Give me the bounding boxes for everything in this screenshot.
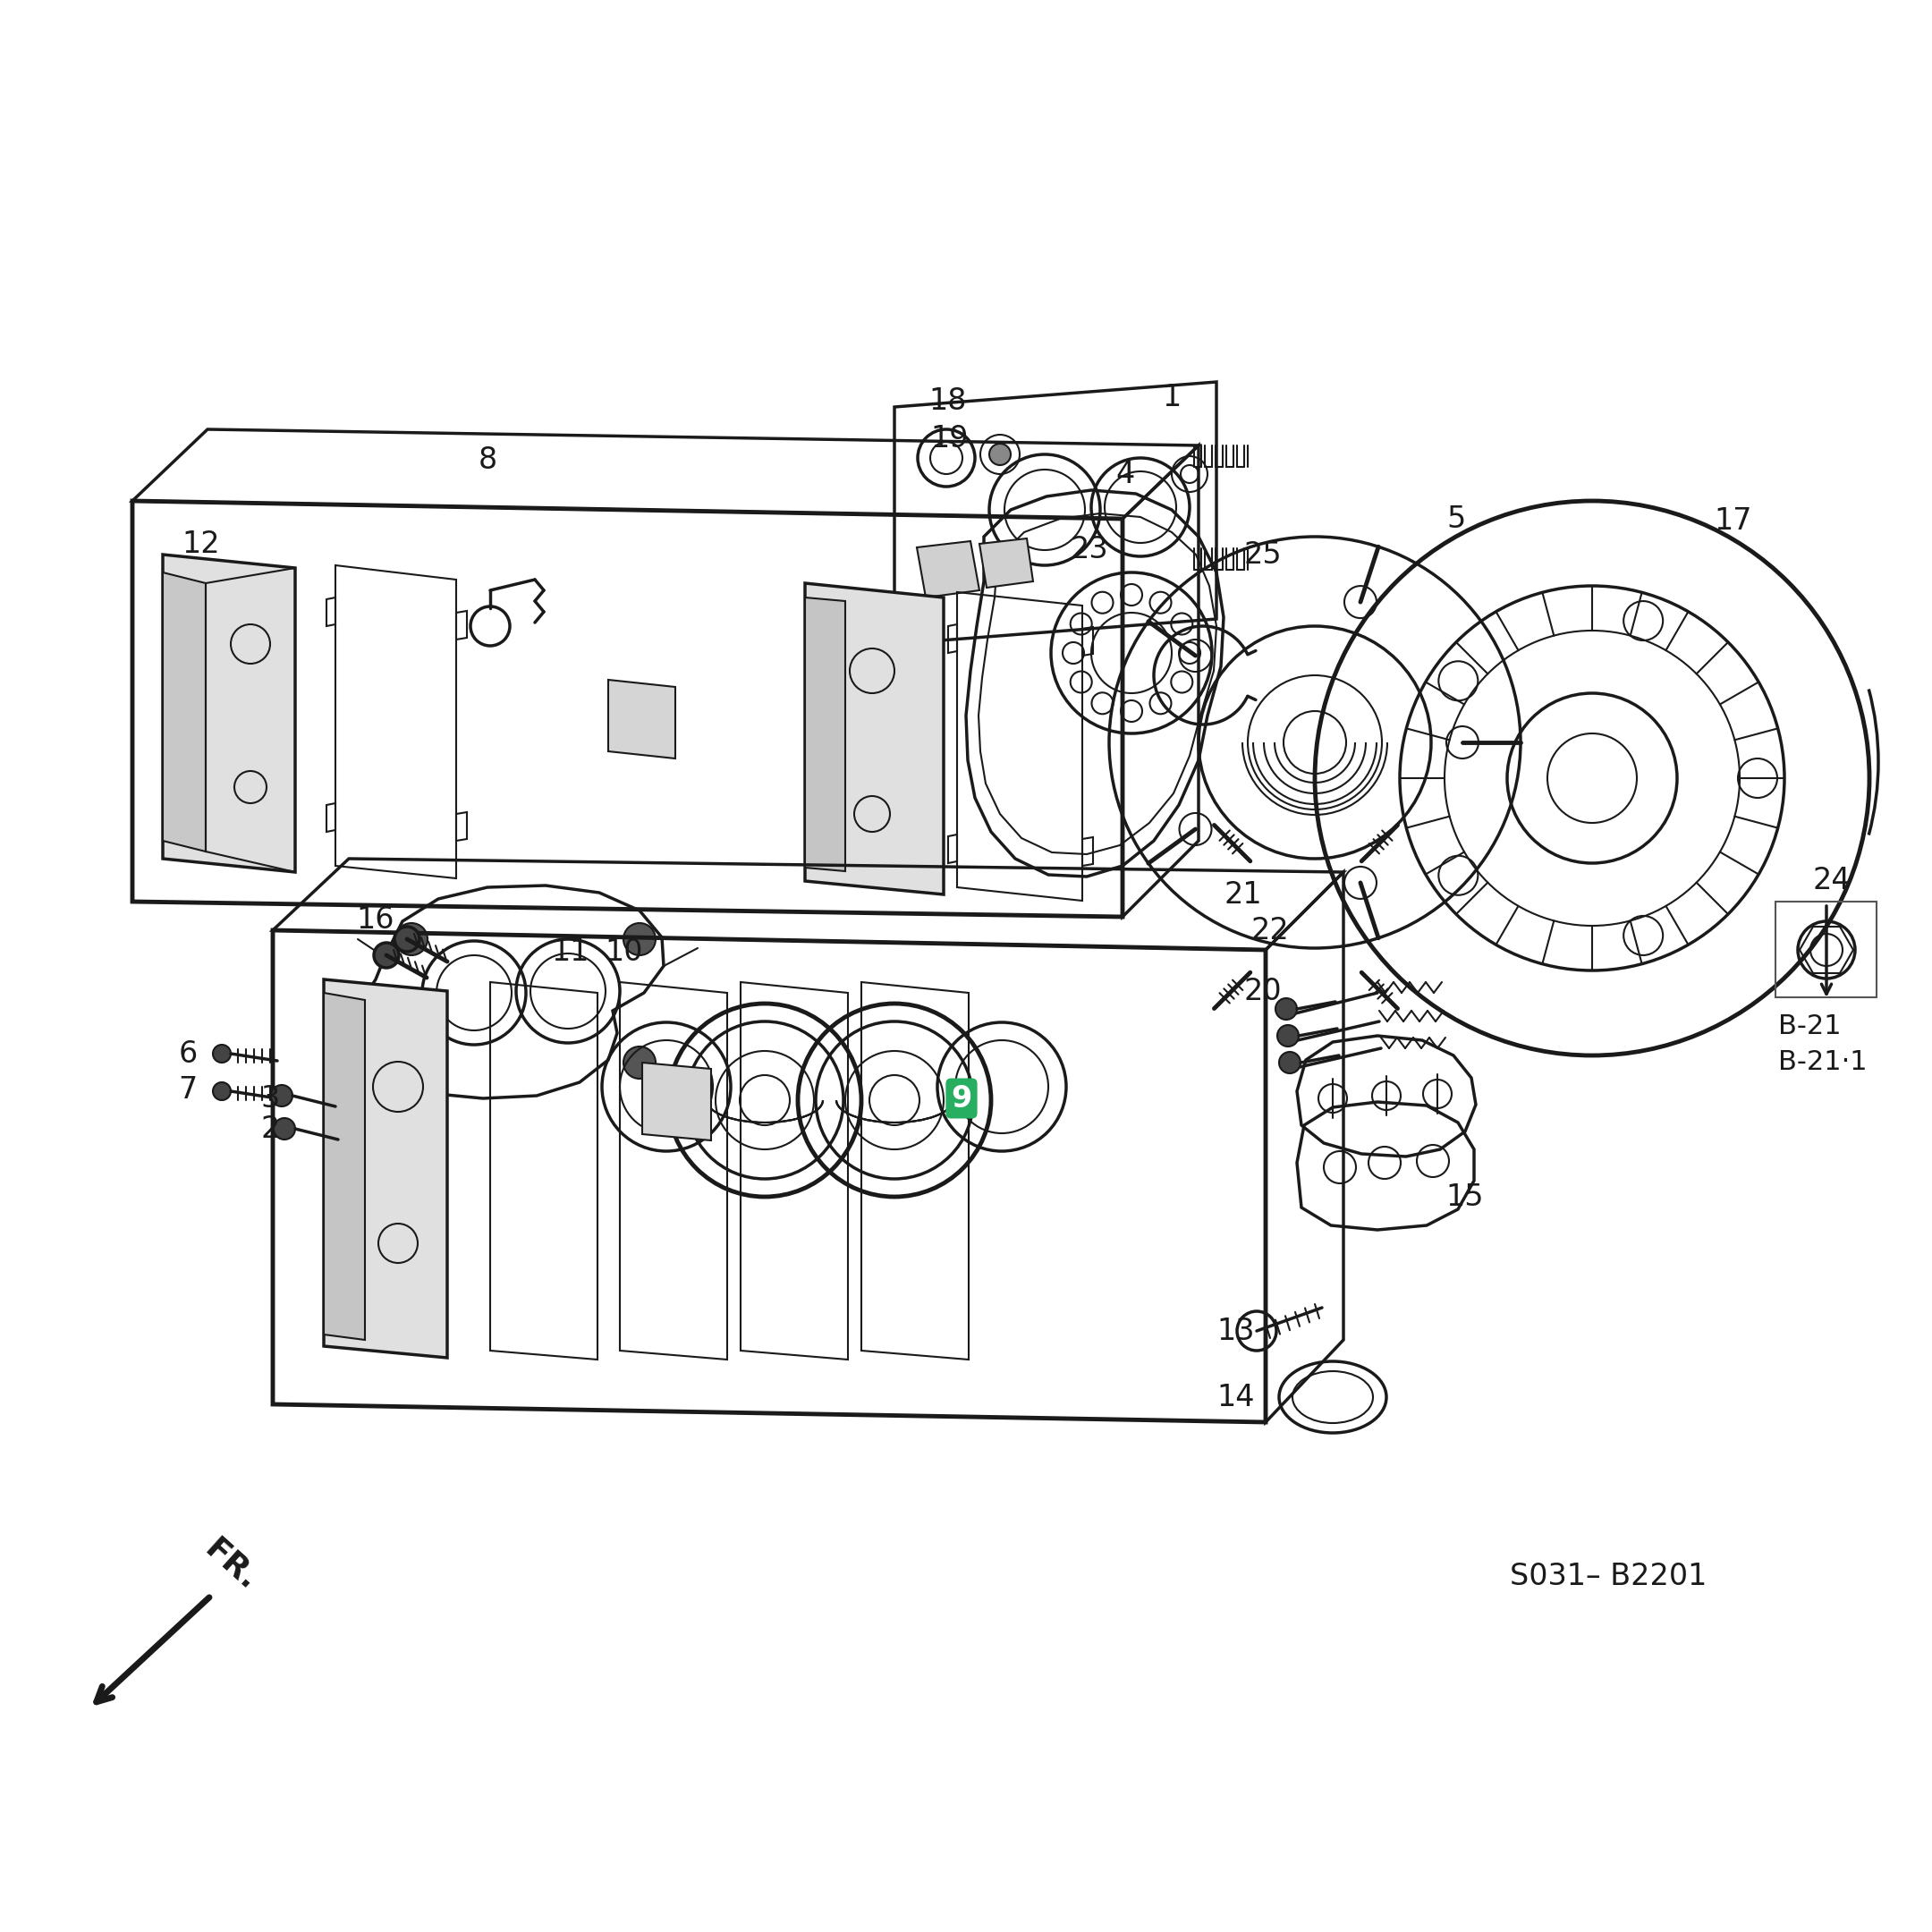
Text: 9: 9	[951, 1084, 972, 1113]
Polygon shape	[609, 680, 676, 759]
Text: 7: 7	[178, 1074, 197, 1105]
Text: 10: 10	[605, 937, 643, 968]
Text: 13: 13	[1217, 1316, 1256, 1347]
Polygon shape	[325, 980, 446, 1358]
Circle shape	[396, 1047, 427, 1078]
Text: B-21·1: B-21·1	[1777, 1049, 1866, 1076]
Polygon shape	[162, 572, 205, 852]
Polygon shape	[806, 597, 846, 871]
Circle shape	[213, 1082, 230, 1099]
Circle shape	[624, 923, 655, 954]
Circle shape	[396, 923, 427, 954]
Circle shape	[213, 1045, 230, 1063]
Polygon shape	[806, 583, 943, 895]
Text: 1: 1	[1163, 383, 1180, 413]
Text: 12: 12	[182, 529, 220, 558]
Circle shape	[989, 444, 1010, 466]
Polygon shape	[918, 541, 980, 597]
Text: 25: 25	[1244, 539, 1283, 570]
Circle shape	[375, 943, 398, 968]
Text: B-21: B-21	[1777, 1014, 1841, 1039]
Polygon shape	[162, 554, 296, 871]
Polygon shape	[641, 1063, 711, 1140]
Text: 2: 2	[261, 1115, 280, 1144]
Text: 17: 17	[1714, 506, 1752, 535]
Text: 3: 3	[261, 1084, 280, 1113]
Text: 23: 23	[1070, 535, 1109, 564]
Polygon shape	[980, 539, 1034, 587]
Text: 11: 11	[553, 937, 589, 968]
Text: 18: 18	[929, 386, 968, 415]
Text: 6: 6	[178, 1039, 197, 1068]
Circle shape	[624, 1047, 655, 1078]
Text: 21: 21	[1225, 879, 1262, 910]
Text: 5: 5	[1447, 504, 1466, 533]
Polygon shape	[325, 993, 365, 1341]
Text: 14: 14	[1217, 1383, 1256, 1412]
Circle shape	[270, 1086, 292, 1107]
Text: 4: 4	[1115, 460, 1134, 489]
Circle shape	[1275, 999, 1296, 1020]
Text: 20: 20	[1244, 976, 1283, 1007]
Text: FR.: FR.	[199, 1534, 263, 1596]
Circle shape	[274, 1119, 296, 1140]
Text: 24: 24	[1812, 866, 1851, 896]
Text: 8: 8	[477, 446, 497, 475]
Text: S031– B2201: S031– B2201	[1509, 1561, 1708, 1590]
Text: 16: 16	[357, 904, 394, 935]
Text: 15: 15	[1445, 1182, 1484, 1211]
Text: 19: 19	[931, 423, 970, 452]
Circle shape	[1279, 1051, 1300, 1074]
Circle shape	[1277, 1026, 1298, 1047]
Text: 22: 22	[1252, 916, 1289, 945]
Circle shape	[394, 927, 419, 952]
